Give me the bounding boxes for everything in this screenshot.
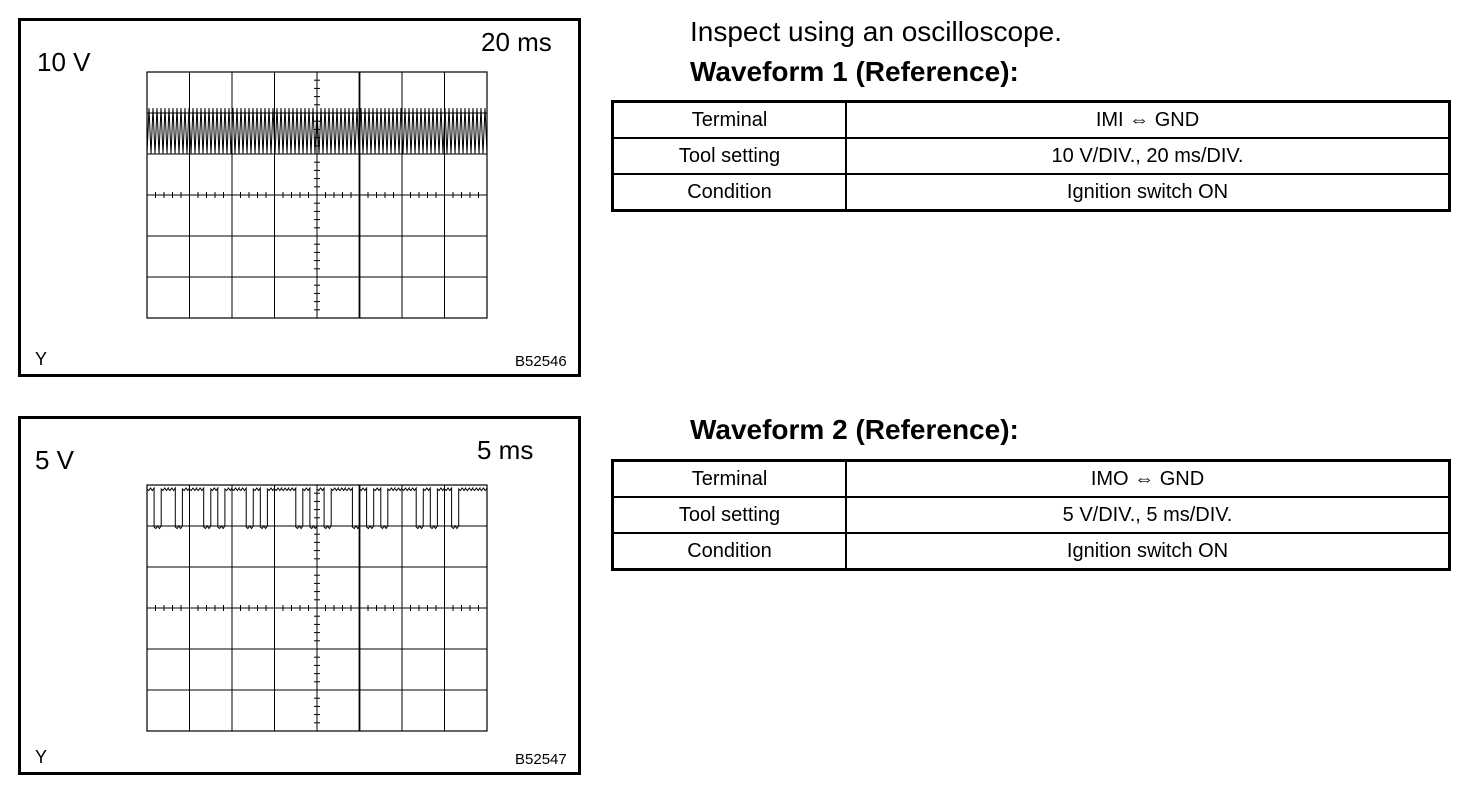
oscilloscope-grid — [146, 71, 488, 319]
table-row: Condition Ignition switch ON — [611, 173, 1451, 212]
row-value: 5 V/DIV., 5 ms/DIV. — [845, 496, 1451, 534]
waveform-1-title: Waveform 1 (Reference): — [690, 56, 1019, 87]
row-label: Condition — [611, 173, 847, 212]
table-row: Tool setting 10 V/DIV., 20 ms/DIV. — [611, 137, 1451, 175]
waveform-2-title: Waveform 2 (Reference): — [690, 414, 1019, 445]
time-per-div-label: 20 ms — [481, 27, 552, 57]
row-label: Tool setting — [611, 496, 847, 534]
waveform-trace — [146, 107, 488, 155]
row-label: Terminal — [611, 100, 847, 139]
row-label: Terminal — [611, 459, 847, 498]
row-value: Ignition switch ON — [845, 532, 1451, 571]
table-row: Condition Ignition switch ON — [611, 532, 1451, 571]
figure-id: B52547 — [515, 751, 567, 768]
y-marker-label: Y — [35, 747, 48, 767]
waveform-1-table: Terminal IMI ⇔ GND Tool setting 10 V/DIV… — [611, 100, 1451, 212]
waveform-2-table: Terminal IMO ⇔ GND Tool setting 5 V/DIV.… — [611, 459, 1451, 571]
table-row: Terminal IMI ⇔ GND — [611, 100, 1451, 139]
y-marker-label: Y — [35, 349, 48, 369]
row-label: Condition — [611, 532, 847, 571]
table-row: Terminal IMO ⇔ GND — [611, 459, 1451, 498]
row-value: IMI ⇔ GND — [845, 100, 1451, 139]
waveform-trace — [146, 486, 488, 530]
intro-text: Inspect using an oscilloscope. — [690, 16, 1062, 47]
row-value: IMO ⇔ GND — [845, 459, 1451, 498]
row-value: Ignition switch ON — [845, 173, 1451, 212]
row-value: 10 V/DIV., 20 ms/DIV. — [845, 137, 1451, 175]
figure-id: B52546 — [515, 353, 567, 370]
volt-per-div-label: 10 V — [37, 47, 91, 77]
oscilloscope-screen-1: 10 V 20 ms Y B52546 — [18, 18, 581, 377]
oscilloscope-grid — [146, 484, 488, 732]
volt-per-div-label: 5 V — [35, 445, 75, 475]
table-row: Tool setting 5 V/DIV., 5 ms/DIV. — [611, 496, 1451, 534]
row-label: Tool setting — [611, 137, 847, 175]
time-per-div-label: 5 ms — [477, 435, 534, 465]
oscilloscope-screen-2: 5 V 5 ms Y B52547 — [18, 416, 581, 775]
